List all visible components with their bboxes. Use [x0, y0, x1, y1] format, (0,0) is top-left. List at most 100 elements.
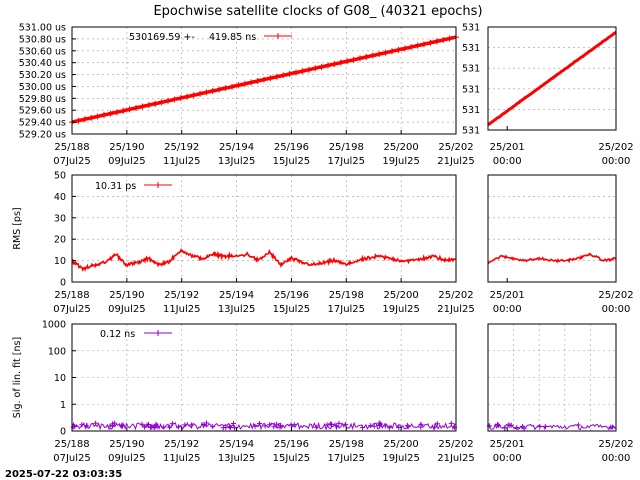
y-tick-label: 530.00 us — [19, 82, 66, 93]
figure-title: Epochwise satellite clocks of G08_ (4032… — [153, 4, 482, 19]
sigma-zoom-point — [502, 425, 508, 431]
clock-point — [145, 102, 152, 109]
clock-point — [389, 48, 395, 55]
sigma-point — [79, 422, 85, 428]
clock-point — [357, 55, 363, 62]
sigma-point — [107, 423, 113, 429]
clock-point — [408, 44, 415, 51]
plot-frame — [487, 174, 617, 283]
x-tick-label: 21Jul25 — [437, 156, 475, 167]
x-tick-label: 25/202 — [598, 439, 633, 450]
clock-point — [101, 112, 107, 119]
plot-frame — [71, 174, 457, 283]
clock-point — [75, 117, 82, 124]
x-tick-label: 25/200 — [384, 290, 419, 301]
clock-point — [203, 89, 210, 96]
y-tick-label: 531 — [462, 43, 480, 54]
x-tick-label: 00:00 — [602, 156, 631, 167]
x-tick-label: 25/202 — [598, 142, 633, 153]
x-tick-label: 21Jul25 — [437, 304, 475, 315]
clock-point — [414, 42, 421, 49]
legend-label: 10.31 ps — [95, 181, 136, 192]
x-tick-label: 25/188 — [54, 142, 89, 153]
clock-point — [209, 87, 216, 94]
x-tick-label: 07Jul25 — [53, 304, 91, 315]
clock-point — [139, 103, 146, 110]
clock-point — [222, 85, 229, 92]
clock-point — [152, 100, 159, 107]
sigma-point — [204, 420, 210, 426]
sigma-point — [182, 422, 188, 428]
clock-point — [267, 75, 274, 82]
clock-point — [382, 49, 389, 56]
sigma-point — [161, 424, 167, 430]
clock-point — [344, 58, 351, 65]
x-tick-label: 13Jul25 — [218, 304, 256, 315]
sigma-zoom-point — [505, 422, 511, 428]
y-tick-label: 531 — [462, 105, 480, 116]
clock-point — [273, 73, 280, 80]
clock-point — [440, 36, 447, 43]
sigma-point — [227, 425, 233, 431]
x-tick-label: 17Jul25 — [328, 304, 366, 315]
sigma-point — [382, 423, 388, 429]
y-tick-label: 1 — [60, 400, 66, 411]
x-tick-label: 25/202 — [598, 290, 633, 301]
sigma-point — [84, 423, 90, 429]
sigma-zoom-point — [575, 422, 581, 428]
y-axis-label: Sig. of lin. fit [ns] — [12, 337, 23, 418]
sigma-zoom-panel: 25/201 00:00 25/202 00:00 — [486, 323, 634, 464]
clock-point — [88, 114, 95, 121]
sigma-point — [359, 425, 365, 431]
sigma-point — [167, 424, 173, 430]
plot-frame — [71, 26, 457, 135]
x-tick-label: 25/202 — [438, 439, 473, 450]
rms-zoom-series-line — [487, 252, 617, 265]
x-tick-label: 25/202 — [438, 142, 473, 153]
clock-point — [241, 80, 248, 87]
clock-point — [235, 82, 242, 89]
x-tick-label: 07Jul25 — [53, 453, 91, 464]
y-tick-label: 0 — [60, 278, 66, 289]
sigma-main-panel: 1000100101025/18807Jul2525/19009Jul2525/… — [12, 320, 475, 465]
x-tick-label: 25/194 — [219, 439, 254, 450]
x-tick-label: 21Jul25 — [437, 453, 475, 464]
sigma-point — [252, 423, 258, 429]
y-tick-label: 10 — [54, 256, 66, 267]
y-tick-label: 531 — [462, 23, 480, 34]
sigma-point — [257, 421, 263, 427]
sigma-point — [201, 422, 207, 428]
x-tick-label: 15Jul25 — [273, 453, 311, 464]
x-tick-label: 25/194 — [219, 290, 254, 301]
sigma-point — [274, 421, 280, 427]
x-tick-label: 00:00 — [602, 304, 631, 315]
x-tick-label: 13Jul25 — [218, 453, 256, 464]
sigma-point — [327, 421, 333, 427]
sigma-point — [153, 421, 159, 427]
x-tick-label: 25/198 — [329, 142, 364, 153]
clock-point — [280, 72, 287, 79]
x-tick-label: 17Jul25 — [328, 453, 366, 464]
clock-point — [248, 79, 255, 86]
sigma-point — [93, 420, 99, 426]
sigma-point — [432, 424, 438, 430]
sigma-zoom-point — [542, 423, 548, 429]
sigma-point — [396, 425, 402, 431]
clock-point — [133, 104, 139, 111]
x-tick-label: 25/192 — [164, 439, 199, 450]
x-tick-label: 25/188 — [54, 290, 89, 301]
clock-point — [197, 90, 203, 97]
sigma-point — [145, 421, 151, 427]
sigma-point — [371, 423, 377, 429]
x-tick-label: 17Jul25 — [328, 156, 366, 167]
clock-zoom-series-line — [487, 30, 617, 127]
x-tick-label: 25/190 — [109, 142, 144, 153]
clock-point — [286, 70, 293, 77]
x-tick-label: 09Jul25 — [108, 156, 146, 167]
sigma-point — [434, 421, 440, 427]
clock-point — [363, 53, 370, 60]
y-tick-label: 531 — [462, 126, 480, 137]
x-tick-label: 25/196 — [274, 142, 309, 153]
legend-marker — [155, 330, 161, 336]
